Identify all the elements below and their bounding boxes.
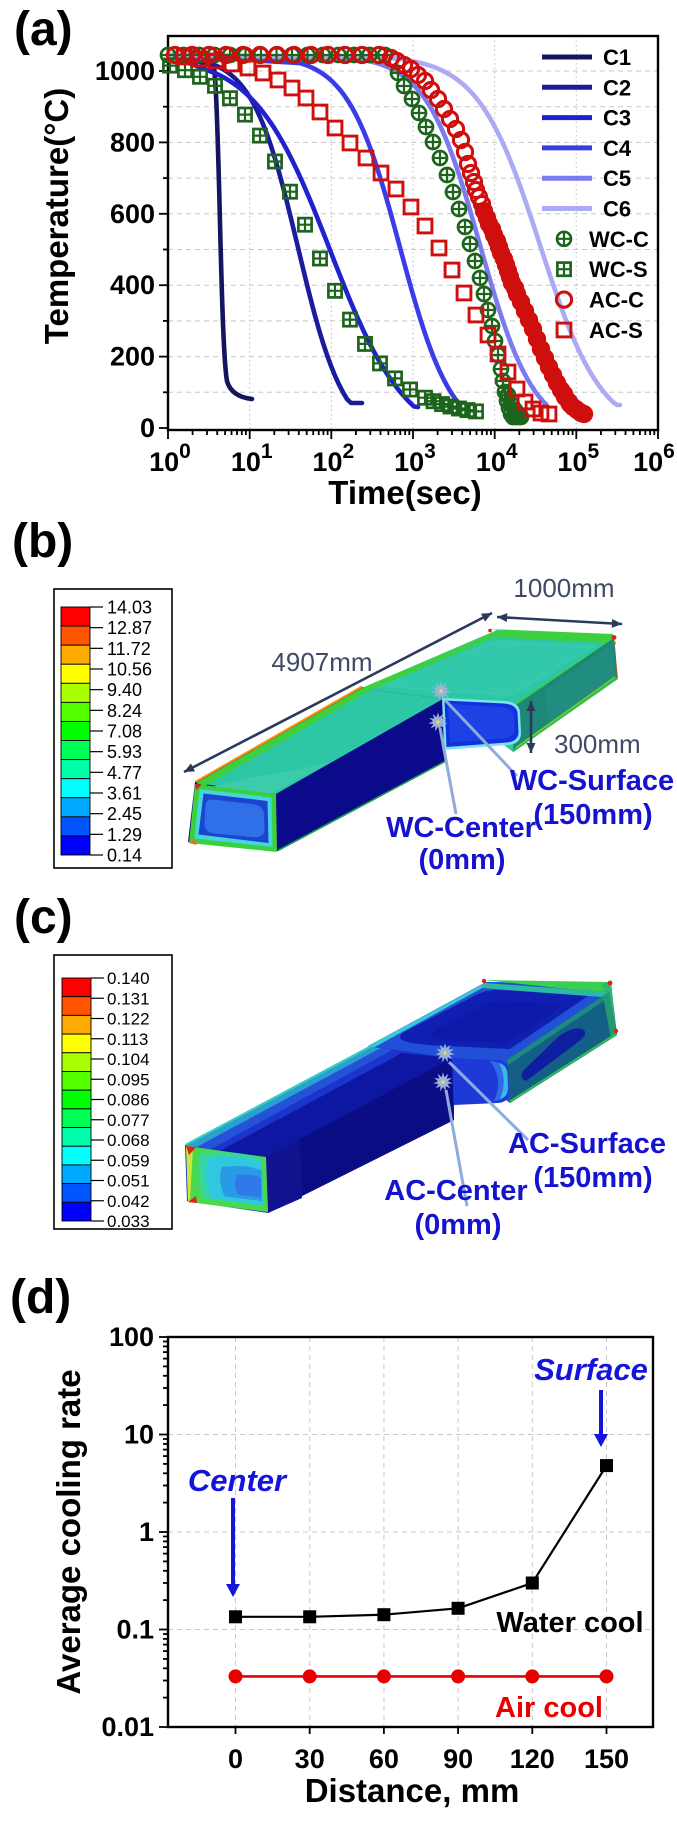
svg-text:10.56: 10.56 (107, 659, 152, 679)
svg-text:Distance, mm: Distance, mm (305, 1772, 520, 1809)
svg-text:(c): (c) (14, 891, 73, 944)
svg-text:200: 200 (110, 342, 155, 372)
svg-text:(150mm): (150mm) (533, 799, 652, 831)
svg-text:0.051: 0.051 (107, 1172, 150, 1191)
svg-text:Temperature(°C): Temperature(°C) (38, 88, 75, 344)
svg-text:0.033: 0.033 (107, 1212, 150, 1231)
svg-text:8.24: 8.24 (107, 701, 142, 721)
svg-text:10: 10 (124, 1420, 154, 1450)
svg-text:Average cooling rate: Average cooling rate (50, 1369, 87, 1694)
svg-text:Surface: Surface (534, 1352, 648, 1387)
svg-text:WC-S: WC-S (589, 257, 648, 282)
svg-text:11.72: 11.72 (107, 639, 151, 659)
svg-text:0.104: 0.104 (107, 1050, 150, 1069)
svg-text:0.059: 0.059 (107, 1151, 150, 1170)
svg-text:C1: C1 (603, 45, 631, 70)
svg-text:AC-Surface: AC-Surface (508, 1128, 666, 1160)
svg-text:106: 106 (633, 440, 675, 477)
svg-text:Center: Center (188, 1463, 288, 1498)
svg-text:0.068: 0.068 (107, 1131, 150, 1150)
svg-text:Air cool: Air cool (495, 1692, 603, 1724)
svg-text:0.086: 0.086 (107, 1091, 150, 1110)
svg-text:12.87: 12.87 (107, 618, 152, 638)
svg-text:C2: C2 (603, 75, 631, 100)
svg-text:0.1: 0.1 (116, 1615, 154, 1645)
svg-text:0.042: 0.042 (107, 1192, 150, 1211)
svg-text:Time(sec): Time(sec) (328, 474, 481, 511)
svg-text:(d): (d) (10, 1271, 71, 1324)
svg-text:1.29: 1.29 (107, 825, 142, 845)
svg-text:800: 800 (110, 127, 155, 157)
svg-text:0.077: 0.077 (107, 1111, 150, 1130)
svg-text:(b): (b) (12, 515, 73, 568)
svg-text:(0mm): (0mm) (414, 1209, 501, 1241)
svg-text:14.03: 14.03 (107, 597, 152, 617)
svg-text:1000mm: 1000mm (513, 573, 614, 603)
svg-text:150: 150 (584, 1744, 629, 1774)
svg-text:0.140: 0.140 (107, 969, 150, 988)
svg-text:C4: C4 (603, 136, 632, 161)
svg-text:0.14: 0.14 (107, 845, 142, 865)
svg-text:102: 102 (312, 440, 354, 477)
svg-text:0.095: 0.095 (107, 1070, 150, 1089)
svg-text:100: 100 (109, 1322, 154, 1352)
svg-text:0.01: 0.01 (101, 1712, 154, 1742)
svg-text:AC-C: AC-C (589, 288, 644, 313)
svg-text:C3: C3 (603, 106, 631, 131)
svg-text:100: 100 (149, 440, 191, 477)
svg-text:5.93: 5.93 (107, 742, 142, 762)
svg-text:600: 600 (110, 199, 155, 229)
svg-text:WC-Center: WC-Center (386, 812, 536, 844)
svg-text:C5: C5 (603, 166, 631, 191)
svg-text:1: 1 (139, 1517, 154, 1547)
svg-text:AC-S: AC-S (589, 318, 643, 343)
svg-text:AC-Center: AC-Center (384, 1175, 527, 1207)
svg-text:0: 0 (140, 413, 155, 443)
svg-text:60: 60 (369, 1744, 399, 1774)
svg-text:104: 104 (476, 440, 518, 477)
svg-text:0.122: 0.122 (107, 1010, 150, 1029)
svg-text:2.45: 2.45 (107, 804, 142, 824)
svg-text:WC-C: WC-C (589, 227, 649, 252)
svg-text:1000: 1000 (95, 56, 155, 86)
svg-text:(a): (a) (14, 3, 73, 56)
svg-text:(0mm): (0mm) (418, 844, 505, 876)
svg-text:120: 120 (510, 1744, 555, 1774)
svg-text:300mm: 300mm (554, 729, 641, 759)
svg-text:0.131: 0.131 (107, 989, 150, 1008)
svg-text:(150mm): (150mm) (533, 1162, 652, 1194)
svg-text:90: 90 (443, 1744, 473, 1774)
svg-text:101: 101 (231, 440, 273, 477)
svg-text:C6: C6 (603, 197, 631, 222)
svg-text:0: 0 (228, 1744, 243, 1774)
svg-text:WC-Surface: WC-Surface (510, 765, 674, 797)
svg-text:4907mm: 4907mm (271, 647, 372, 677)
svg-text:400: 400 (110, 270, 155, 300)
svg-text:3.61: 3.61 (107, 783, 142, 803)
svg-text:103: 103 (394, 440, 436, 477)
svg-text:30: 30 (295, 1744, 325, 1774)
svg-text:105: 105 (557, 440, 599, 477)
svg-text:0.113: 0.113 (107, 1030, 148, 1049)
svg-text:9.40: 9.40 (107, 680, 142, 700)
svg-text:7.08: 7.08 (107, 721, 142, 741)
svg-text:Water cool: Water cool (496, 1607, 643, 1639)
svg-text:4.77: 4.77 (107, 763, 142, 783)
